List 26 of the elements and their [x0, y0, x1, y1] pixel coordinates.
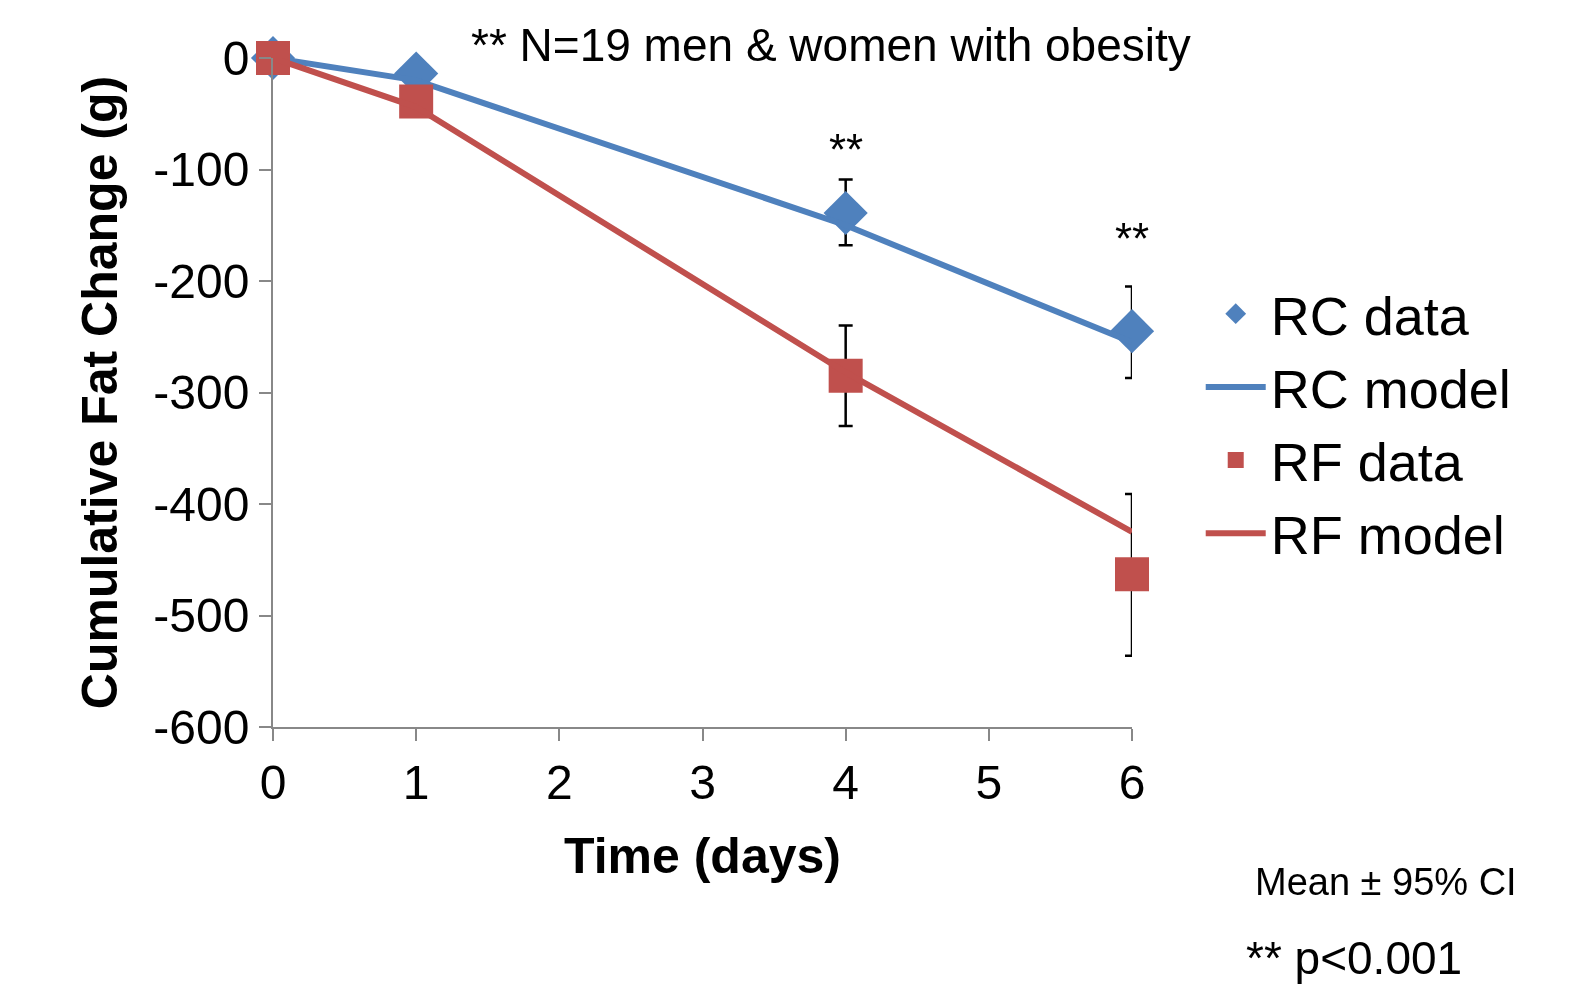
legend-label: RC model	[1270, 358, 1511, 419]
y-axis-title: Cumulative Fat Change (g)	[71, 75, 128, 710]
legend-label: RC data	[1270, 285, 1470, 346]
point	[1115, 557, 1149, 592]
y-tick-label: -200	[153, 254, 250, 308]
y-tick-label: 0	[222, 31, 250, 85]
x-tick-label: 5	[975, 755, 1003, 809]
legend-label: RF model	[1270, 505, 1505, 566]
y-tick-label: -400	[153, 477, 250, 531]
annotation: **	[1115, 214, 1150, 263]
x-tick-label: 1	[402, 755, 430, 809]
x-tick-label: 0	[259, 755, 287, 809]
y-tick-label: -600	[153, 700, 250, 754]
y-tick-label: -100	[153, 143, 250, 197]
x-tick-label: 3	[689, 755, 716, 809]
x-tick-label: 2	[545, 755, 573, 809]
legend-label: RF data	[1270, 432, 1464, 493]
x-tick-label: 4	[832, 755, 860, 809]
text: ** p<0.001	[1246, 932, 1463, 984]
y-tick-label: -300	[153, 366, 250, 420]
annotation: ** N=19 men & women with obesity	[471, 19, 1191, 71]
x-tick-label: 6	[1118, 755, 1146, 809]
annotation: **	[829, 125, 864, 174]
text: Mean ± 95% CI	[1255, 861, 1517, 903]
y-tick-label: -500	[153, 589, 250, 643]
x-axis-title: Time (days)	[564, 827, 841, 884]
